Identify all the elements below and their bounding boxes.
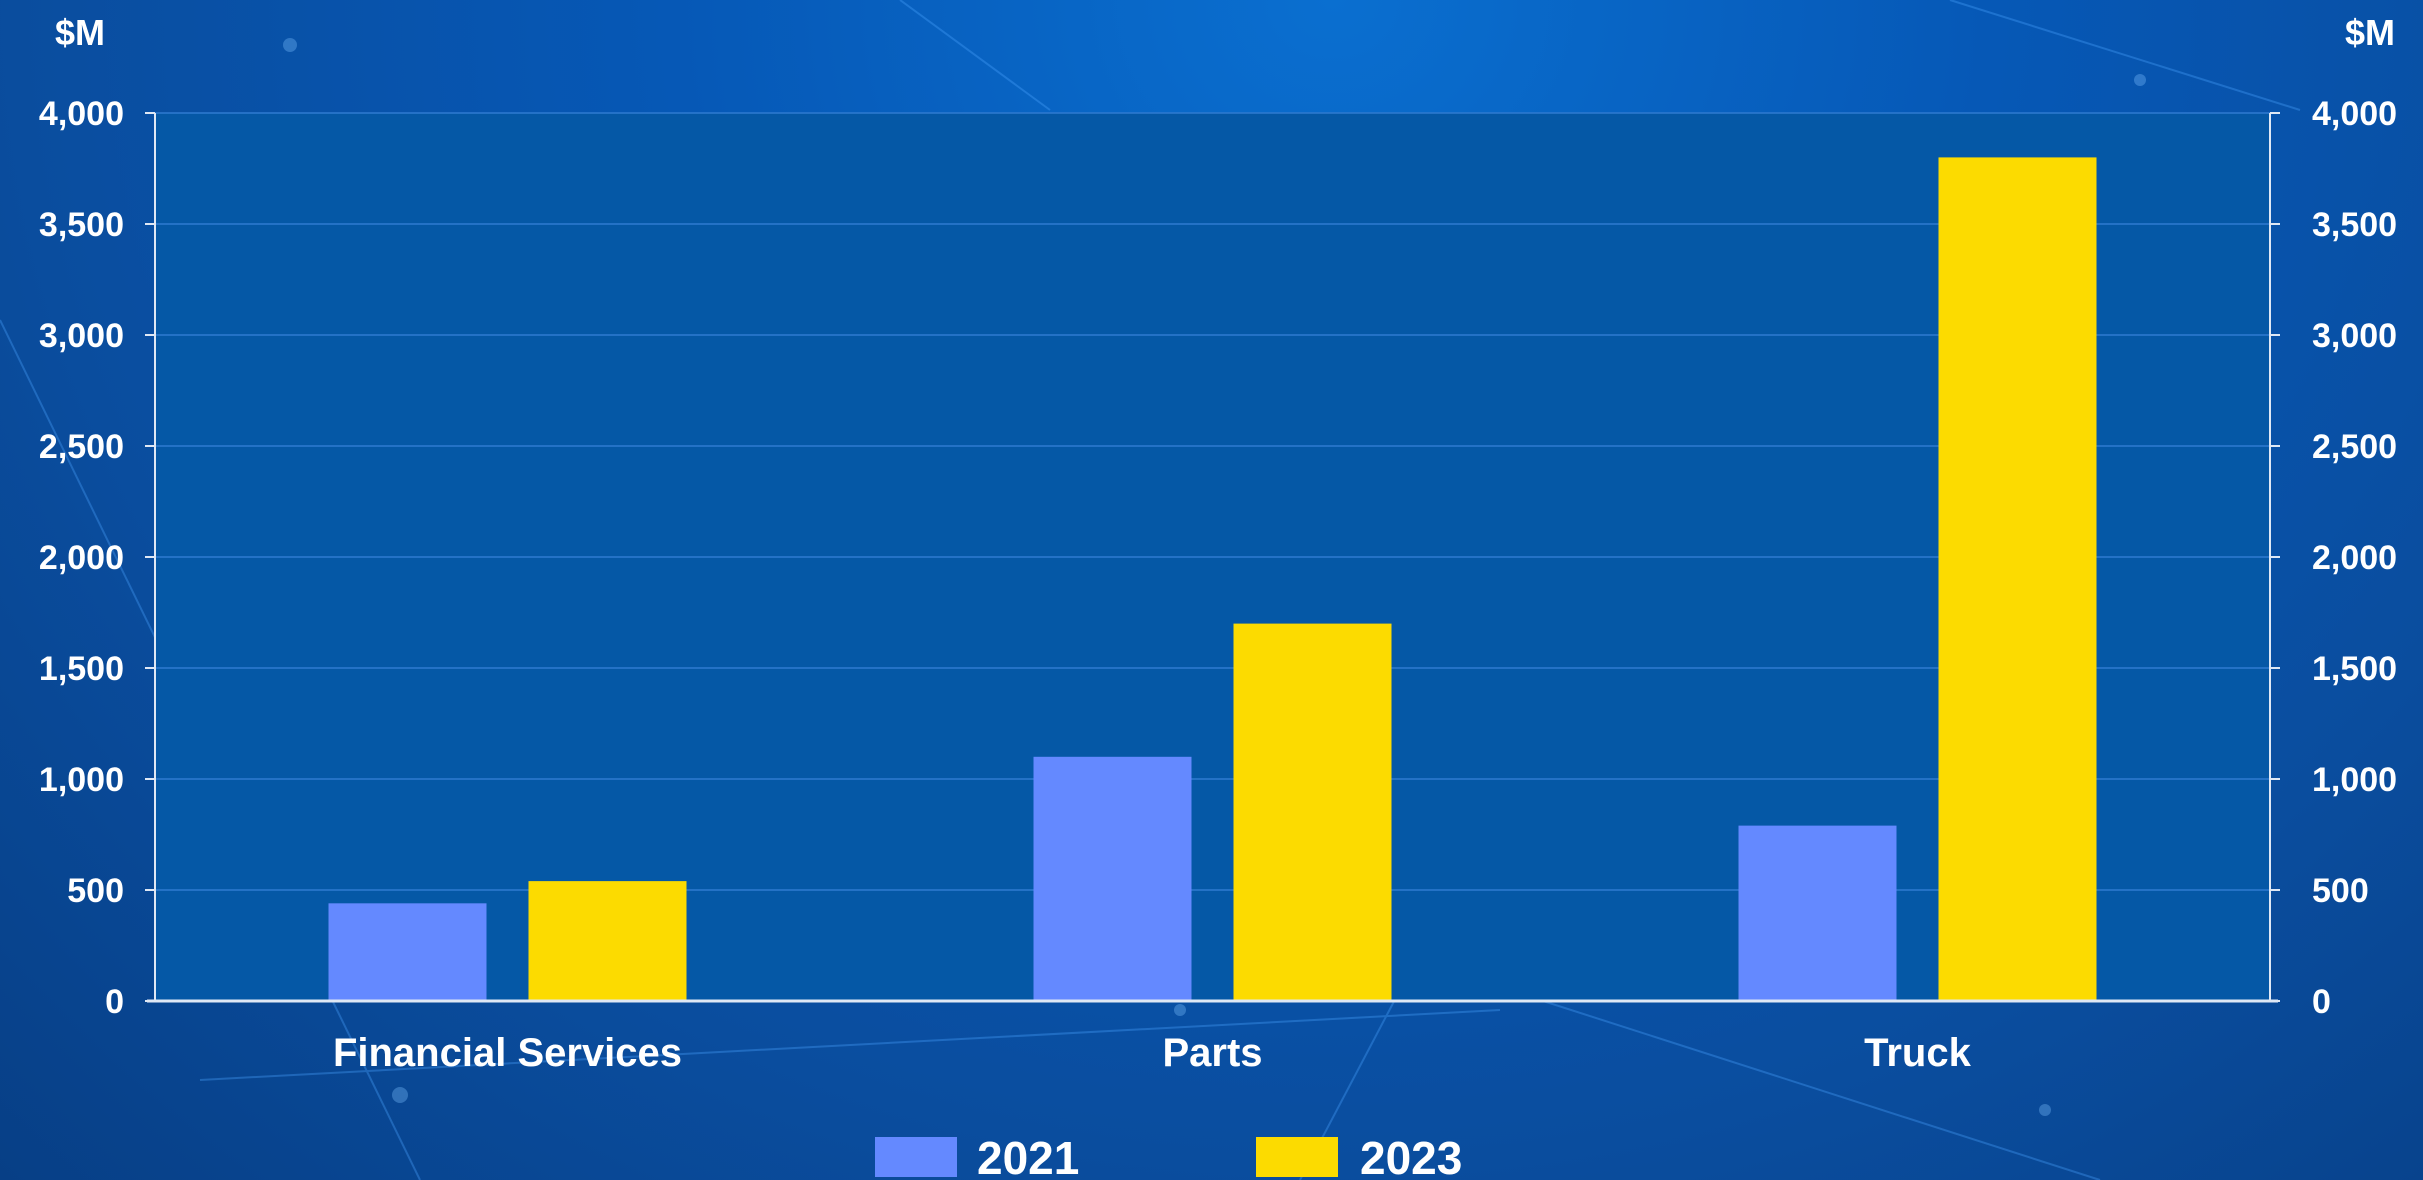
- bars: [328, 157, 2097, 1001]
- y-axis-left: 0 500 1,000 1,500 2,000 2,500 3,000 3,500 4,000: [39, 95, 155, 1021]
- y-tick-label-right: 2,500: [2312, 428, 2397, 466]
- y-tick-label-right: 0: [2312, 983, 2331, 1021]
- y-tick-label-left: 4,000: [39, 95, 124, 133]
- y-tick-label-right: 4,000: [2312, 95, 2397, 133]
- gridlines: [155, 112, 2270, 891]
- legend: 2021 2023: [875, 1132, 1462, 1180]
- y-tick-label-left: 0: [105, 983, 124, 1021]
- bar-2023-financial-services: [528, 881, 687, 1001]
- y-tick-label-right: 1,000: [2312, 761, 2397, 799]
- x-tick-label: Truck: [1864, 1031, 1971, 1075]
- bar-2021-parts: [1033, 756, 1192, 1001]
- y-axis-unit-left: $M: [55, 12, 105, 53]
- y-tick-label-left: 1,000: [39, 761, 124, 799]
- background-decoration: [0, 0, 2301, 1180]
- y-tick-label-right: 1,500: [2312, 650, 2397, 688]
- x-tick-label: Financial Services: [333, 1031, 682, 1075]
- legend-label-2021: 2021: [977, 1132, 1079, 1180]
- y-tick-label-left: 2,500: [39, 428, 124, 466]
- y-axis-right: 0 500 1,000 1,500 2,000 2,500 3,000 3,500 4,000: [2270, 95, 2397, 1021]
- bar-2021-truck: [1738, 825, 1897, 1001]
- bar-2021-financial-services: [328, 903, 487, 1001]
- bar-2023-truck: [1938, 157, 2097, 1001]
- y-tick-label-right: 3,500: [2312, 206, 2397, 244]
- legend-swatch-2023: [1256, 1137, 1338, 1177]
- y-tick-label-left: 500: [67, 872, 124, 910]
- y-tick-label-right: 2,000: [2312, 539, 2397, 577]
- y-tick-label-right: 3,000: [2312, 317, 2397, 355]
- y-tick-label-left: 3,500: [39, 206, 124, 244]
- y-tick-label-left: 2,000: [39, 539, 124, 577]
- y-tick-label-left: 3,000: [39, 317, 124, 355]
- y-tick-label-right: 500: [2312, 872, 2369, 910]
- x-axis: Financial Services Parts Truck: [333, 1031, 1972, 1075]
- legend-label-2023: 2023: [1360, 1132, 1462, 1180]
- y-tick-label-left: 1,500: [39, 650, 124, 688]
- bar-2023-parts: [1233, 623, 1392, 1001]
- legend-swatch-2021: [875, 1137, 957, 1177]
- y-axis-unit-right: $M: [2345, 12, 2395, 53]
- x-tick-label: Parts: [1162, 1031, 1262, 1075]
